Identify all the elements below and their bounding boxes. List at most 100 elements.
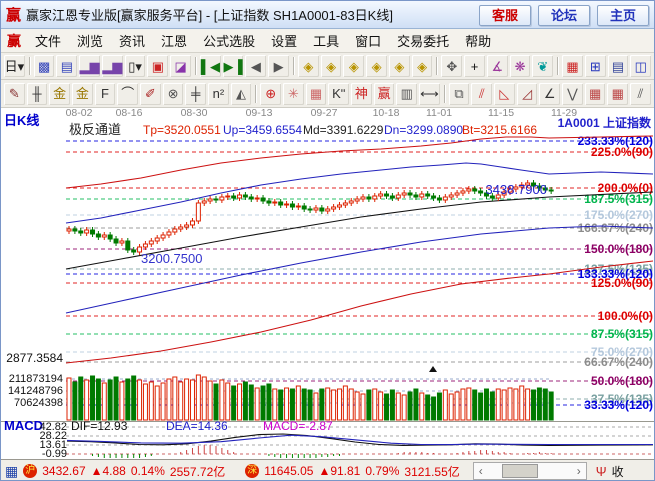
info-list-icon[interactable]: ▤ (55, 54, 79, 78)
menu-item-江恩[interactable]: 江恩 (161, 34, 188, 49)
candle-type-dropdown[interactable]: ▯▾ (123, 54, 147, 78)
pattern-window-icon[interactable]: ▩ (32, 54, 56, 78)
toolbar-separator (28, 57, 30, 75)
percent-level-label: 125.0%(90) (591, 276, 653, 290)
shenzhen-badge-icon: 深 (245, 464, 260, 478)
arc-tool-icon[interactable]: ⌒ (116, 81, 140, 106)
svg-text:11-15: 11-15 (488, 108, 514, 119)
percent-level-label: 33.33%(120) (584, 398, 653, 412)
fan-box-2-icon[interactable]: ◿ (515, 81, 539, 106)
angle-lines-icon[interactable]: ∠ (538, 81, 562, 106)
percent-level-label: 225.0%(90) (591, 145, 653, 159)
square-of-nine-icon[interactable]: n² (207, 81, 230, 106)
kline-chart[interactable]: 08-02 08-16 08-30 09-13 09-27 10-18 11-01 11-15… (1, 108, 655, 459)
menu-item-窗口[interactable]: 窗口 (355, 34, 382, 49)
sail-tool-icon[interactable]: ◭ (229, 81, 253, 106)
menu-item-公式选股[interactable]: 公式选股 (203, 34, 256, 49)
menu-logo-icon: 赢 (7, 32, 21, 49)
pane-label-daily-kline: 日K线 (4, 113, 39, 128)
calendar-21-icon[interactable]: ▦ (561, 54, 584, 78)
macd-scale-value: 28.22 (39, 430, 67, 442)
table-icon[interactable]: ▦ (5, 462, 19, 479)
fibonacci-icon[interactable]: F (93, 81, 117, 106)
service-button[interactable]: 客服 (478, 4, 531, 26)
prev-icon[interactable]: ◀ (244, 54, 268, 78)
spiral-icon[interactable]: ✳ (282, 81, 305, 106)
titlebar-buttons: 客服 论坛 主页 (472, 4, 649, 26)
fan-box-icon[interactable]: ◺ (493, 81, 516, 106)
macd-value: MACD=-2.87 (263, 419, 333, 433)
volume-scale-value: 70624398 (14, 397, 63, 409)
indicator-param: Bt=3215.6166 (462, 123, 537, 137)
gann-diamond-5-icon[interactable]: ◈ (387, 54, 411, 78)
gann-diamond-2-icon[interactable]: ◈ (319, 54, 343, 78)
title-bar: 赢 赢家江恩专业版[赢家服务平台] - [上证指数 SH1A0001-83日K线… (1, 1, 654, 29)
scroll-left-button[interactable]: ‹ (478, 464, 483, 478)
candles (66, 180, 554, 255)
target-icon[interactable]: ⊕ (259, 81, 283, 106)
collapse-label[interactable]: 收 (611, 464, 624, 479)
gann-wheel-icon[interactable]: ⊗ (161, 81, 185, 106)
gold-ratio-2-icon[interactable]: 金 (71, 81, 94, 106)
menu-item-交易委托[interactable]: 交易委托 (397, 34, 450, 49)
horizontal-scrollbar[interactable]: ‹ › (472, 462, 587, 480)
gann-box-icon[interactable]: ▣ (146, 54, 170, 78)
zigzag-icon[interactable]: ⋁ (561, 81, 584, 106)
svg-text:09-27: 09-27 (311, 108, 338, 119)
gann-diamond-4-icon[interactable]: ◈ (365, 54, 388, 78)
angle-tool-icon[interactable]: ∡ (485, 54, 509, 78)
parallel-lines-icon[interactable]: ⫽ (629, 81, 652, 106)
pane-separator-highlight (1, 422, 654, 423)
save-icon[interactable]: ◫ (629, 54, 653, 78)
forum-button[interactable]: 论坛 (537, 4, 590, 26)
toolbar-drawing: ✎ ╫ 金金 F ⌒ ✐ ⊗ ╪ n² ◭ ⊕ ✳ ▦ Kʺ 神赢 ▥ ⟷ ⧉ ⫽ ◺ ◿ ∠ ⋁ ▦ ▦ ⫽ (1, 80, 654, 108)
shen-tool-icon[interactable]: 神 (350, 81, 373, 106)
bars-3-icon[interactable]: ▂▆ (78, 54, 101, 78)
fan-lines-icon[interactable]: ⫽ (470, 81, 494, 106)
calculator-icon[interactable]: ⊞ (583, 54, 607, 78)
last-page-icon[interactable]: ▶▐ (221, 54, 245, 78)
draw-line-icon[interactable]: ✎ (3, 81, 26, 106)
frame-tool-icon[interactable]: ⧉ (447, 81, 471, 106)
grid-red-icon[interactable]: ▦ (583, 81, 607, 106)
period-day-dropdown[interactable]: 日▾ (3, 54, 26, 78)
scroll-right-button[interactable]: › (576, 464, 581, 478)
grid-axis-icon[interactable]: ▦ (606, 81, 630, 106)
crosshair-icon[interactable]: + (463, 54, 486, 78)
percent-level-label: 133.33%(120) (578, 267, 653, 281)
brain-icon[interactable]: ❦ (531, 54, 555, 78)
percent-level-label: 137.5%(135) (584, 262, 653, 276)
gann-diamond-3-icon[interactable]: ◈ (342, 54, 366, 78)
win-tool-icon[interactable]: 赢 (372, 81, 396, 106)
gold-ratio-1-icon[interactable]: 金 (48, 81, 72, 106)
macd-dea-line (66, 434, 653, 446)
gann-grid-icon[interactable]: ╫ (25, 81, 49, 106)
notepad-icon[interactable]: ▤ (606, 54, 630, 78)
gann-diamond-6-icon[interactable]: ◈ (410, 54, 434, 78)
first-page-icon[interactable]: ▌◀ (198, 54, 222, 78)
scroll-thumb[interactable] (501, 464, 538, 478)
marker-pen-icon[interactable]: ✐ (139, 81, 162, 106)
width-measure-icon[interactable]: ⟷ (418, 81, 441, 106)
grid-2-icon[interactable]: ╪ (184, 81, 208, 106)
percent-level-label: 150.0%(180) (584, 242, 653, 256)
k-mark-icon[interactable]: Kʺ (327, 81, 351, 106)
channel-up (65, 162, 654, 224)
color-chart-icon[interactable]: ◪ (169, 54, 192, 78)
next-icon[interactable]: ▶ (267, 54, 290, 78)
menu-item-帮助[interactable]: 帮助 (465, 34, 492, 49)
menu-item-资讯[interactable]: 资讯 (119, 34, 146, 49)
pan-hand-icon[interactable]: ✥ (440, 54, 464, 78)
percent-level-label: 66.67%(240) (584, 355, 653, 369)
home-button[interactable]: 主页 (596, 4, 649, 26)
toolbar-separator (443, 84, 445, 103)
menu-item-设置[interactable]: 设置 (271, 34, 298, 49)
menu-item-浏览[interactable]: 浏览 (77, 34, 104, 49)
ruler-icon[interactable]: ▥ (395, 81, 419, 106)
gann-face-icon[interactable]: ❋ (508, 54, 532, 78)
bars-9-icon[interactable]: ▂▆ (100, 54, 124, 78)
menu-item-工具[interactable]: 工具 (313, 34, 340, 49)
menu-item-文件[interactable]: 文件 (35, 34, 62, 49)
gann-diamond-1-icon[interactable]: ◈ (296, 54, 320, 78)
price-grid-icon[interactable]: ▦ (304, 81, 328, 106)
